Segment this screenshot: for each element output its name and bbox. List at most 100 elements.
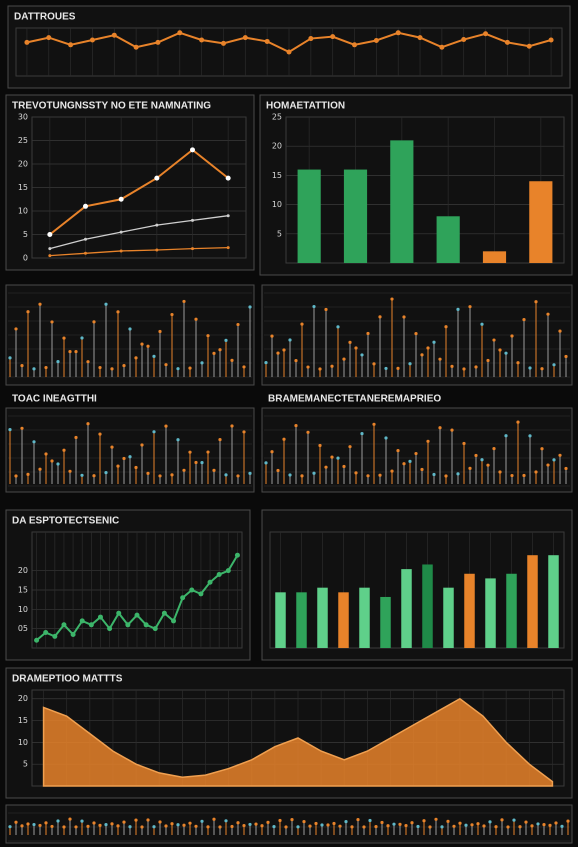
- y-tick-label: 5: [277, 229, 282, 238]
- y-tick-label: 15: [18, 716, 28, 725]
- texture-dot: [444, 325, 448, 329]
- texture-dot: [176, 438, 180, 442]
- texture-dot: [380, 820, 384, 825]
- texture-dot: [164, 363, 168, 367]
- texture-dot: [260, 824, 264, 828]
- texture-dot: [218, 348, 222, 352]
- texture-dot: [332, 821, 336, 826]
- texture-dot: [480, 458, 484, 462]
- texture-dot: [152, 354, 156, 358]
- texture-dot: [506, 825, 510, 829]
- texture-dot: [354, 346, 358, 350]
- texture-dot: [386, 824, 390, 828]
- texture-dot: [38, 302, 42, 306]
- bar: [464, 573, 475, 648]
- texture-dot: [276, 468, 280, 473]
- line-point: [226, 214, 230, 218]
- texture-dot: [548, 823, 552, 827]
- texture-dot: [560, 824, 564, 828]
- texture-dot: [294, 423, 298, 428]
- texture-dot: [432, 472, 436, 477]
- texture-dot: [498, 470, 502, 474]
- panel-frame: [261, 509, 573, 661]
- y-tick-label: 10: [272, 200, 282, 209]
- y-tick-label: 10: [18, 605, 28, 614]
- line-point: [161, 610, 167, 616]
- texture-dot: [528, 434, 532, 438]
- texture-dot: [266, 820, 270, 825]
- texture-dot: [408, 362, 412, 366]
- texture-dot: [372, 362, 376, 366]
- texture-dot: [176, 367, 180, 371]
- y-tick-label: 5: [23, 760, 28, 769]
- panel-title: BRAMEMANECTETANEREMAPRIEO: [268, 394, 441, 405]
- texture-dot: [56, 819, 60, 823]
- texture-dot: [128, 327, 132, 331]
- texture-dot: [492, 446, 496, 451]
- texture-dot: [498, 348, 502, 352]
- line-point: [417, 35, 423, 41]
- texture-dot: [62, 448, 66, 452]
- texture-dot: [80, 336, 84, 340]
- texture-dot: [530, 824, 534, 828]
- texture-dot: [14, 327, 18, 331]
- texture-dot: [510, 473, 514, 478]
- line-point: [84, 251, 87, 255]
- texture-dot: [564, 354, 568, 359]
- texture-dot: [360, 431, 364, 436]
- texture-dot: [134, 465, 138, 470]
- texture-dot: [362, 825, 366, 829]
- texture-dot: [444, 474, 448, 478]
- texture-dot: [38, 467, 42, 471]
- texture-dot: [164, 424, 168, 428]
- line-point: [264, 38, 270, 44]
- line-point: [198, 591, 204, 597]
- texture-dot: [450, 428, 454, 432]
- texture-dot: [188, 450, 192, 454]
- texture-dot: [170, 312, 174, 317]
- texture-dot: [110, 445, 114, 449]
- texture-dot: [390, 297, 394, 301]
- texture-dot: [312, 471, 316, 475]
- texture-dot: [264, 461, 268, 465]
- texture-dot: [428, 825, 432, 829]
- texture-dot: [236, 821, 240, 825]
- texture-dot: [282, 348, 286, 352]
- y-tick-label: 25: [272, 113, 282, 122]
- line-point: [199, 37, 205, 43]
- bar: [380, 596, 391, 648]
- texture-dot: [20, 426, 24, 430]
- texture-dot: [74, 825, 78, 829]
- y-tick-label: 15: [272, 171, 282, 180]
- texture-dot: [354, 471, 358, 475]
- texture-dot: [92, 474, 96, 478]
- line-point: [155, 223, 159, 227]
- texture-dot: [542, 823, 546, 827]
- texture-dot: [342, 357, 346, 361]
- bar: [443, 587, 454, 648]
- texture-dot: [482, 824, 486, 828]
- texture-dot: [350, 825, 354, 829]
- texture-dot: [230, 424, 234, 428]
- texture-dot: [528, 366, 532, 370]
- texture-dot: [116, 310, 120, 314]
- texture-dot: [356, 817, 360, 822]
- texture-dot: [56, 462, 60, 466]
- texture-dot: [366, 331, 370, 336]
- texture-dot: [450, 364, 454, 368]
- texture-dot: [378, 473, 382, 477]
- texture-dot: [384, 436, 388, 440]
- texture-dot: [92, 320, 96, 324]
- texture-dot: [374, 825, 378, 829]
- texture-dot: [536, 822, 540, 826]
- texture-dot: [242, 365, 246, 369]
- bar: [436, 216, 460, 263]
- bar: [296, 592, 307, 648]
- texture-dot: [524, 820, 528, 824]
- texture-dot: [552, 458, 556, 462]
- texture-dot: [486, 463, 490, 467]
- y-tick-label: 10: [18, 207, 28, 216]
- chart-title: DA ESPTOTECTSENIC: [12, 516, 119, 527]
- texture-dot: [372, 422, 376, 426]
